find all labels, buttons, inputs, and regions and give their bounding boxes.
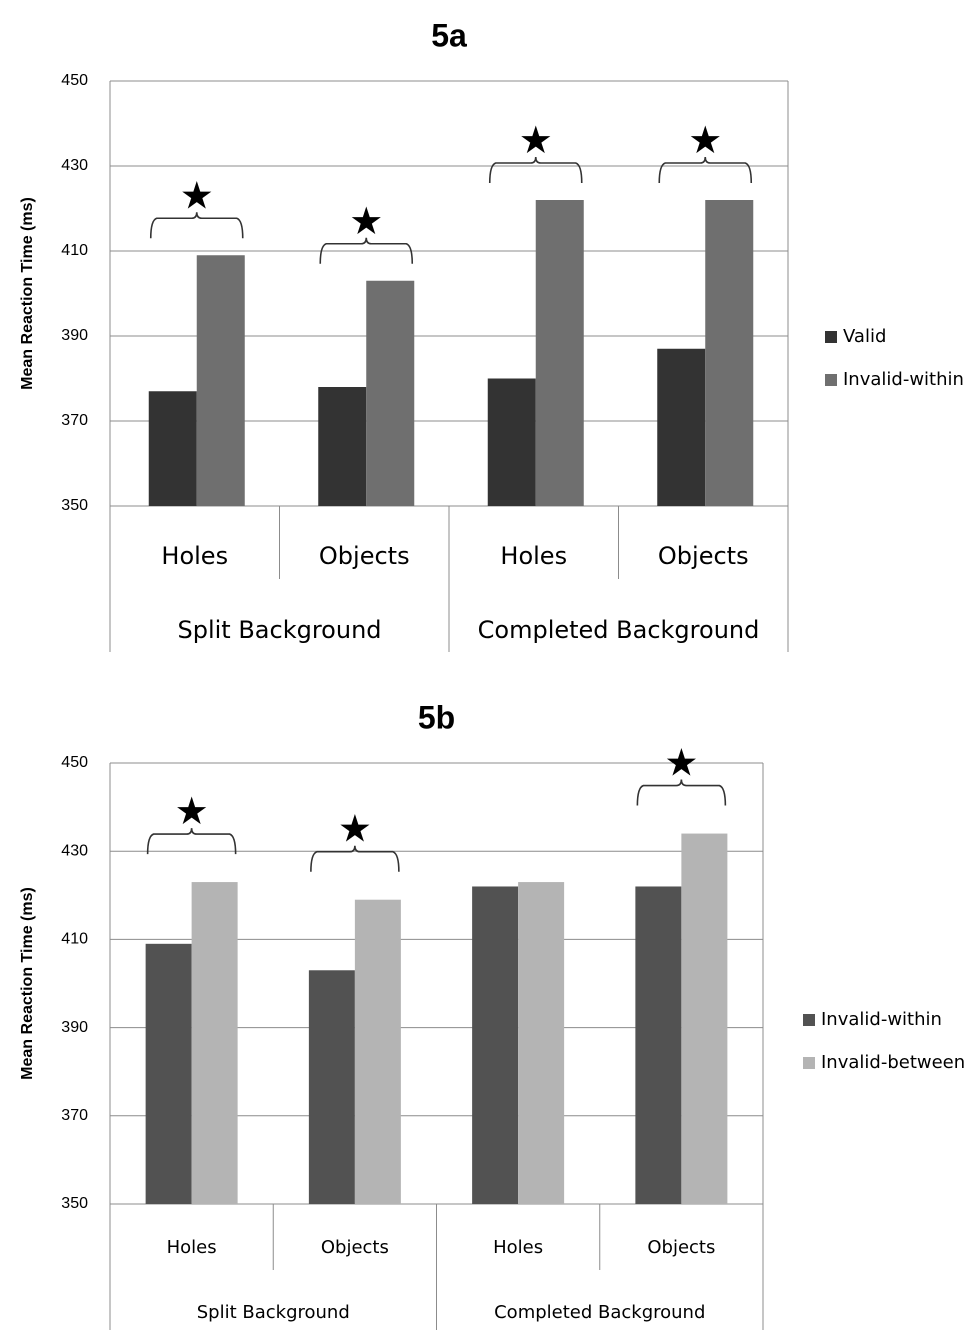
bar-invalid-within: [535, 200, 584, 506]
y-tick-label: 450: [61, 72, 88, 89]
legend-label: Invalid-between: [821, 1052, 965, 1073]
x-group-label: Split Background: [177, 616, 381, 644]
y-tick-label: 370: [61, 412, 88, 429]
chart-title: 5b: [418, 699, 455, 735]
x-category-label: Holes: [161, 542, 228, 570]
bar-invalid-between: [518, 882, 565, 1204]
bar-invalid-within: [145, 943, 192, 1204]
legend-label: Valid: [843, 326, 886, 347]
y-tick-label: 350: [61, 1195, 88, 1212]
bar-invalid-within: [472, 886, 519, 1204]
significance-star: ★: [349, 199, 383, 243]
legend-swatch: [803, 1057, 815, 1069]
x-category-label: Objects: [319, 542, 410, 570]
x-category-label: Holes: [167, 1237, 217, 1258]
significance-bracket: [658, 156, 753, 184]
x-category-label: Objects: [647, 1237, 715, 1258]
x-group-label: Completed Background: [494, 1302, 705, 1323]
legend-label: Invalid-within: [843, 369, 964, 390]
bar-invalid-between: [191, 882, 238, 1204]
legend-swatch: [825, 374, 837, 386]
x-category-label: Objects: [658, 542, 749, 570]
significance-star: ★: [338, 807, 372, 851]
significance-bracket: [636, 779, 727, 806]
bar-invalid-within: [196, 255, 245, 506]
y-axis-label: Mean Reaction Time (ms): [19, 887, 36, 1080]
legend-label: Invalid-within: [821, 1009, 942, 1030]
bar-invalid-within: [705, 200, 754, 506]
x-group-label: Split Background: [197, 1302, 350, 1323]
bar-invalid-within: [635, 886, 682, 1204]
bar-valid: [318, 387, 367, 506]
bar-invalid-within: [308, 970, 355, 1204]
bar-valid: [148, 391, 197, 506]
y-tick-label: 390: [61, 327, 88, 344]
significance-bracket: [146, 828, 237, 855]
significance-star: ★: [519, 118, 553, 162]
y-tick-label: 410: [61, 242, 88, 259]
bar-valid: [657, 348, 706, 506]
y-tick-label: 390: [61, 1019, 88, 1036]
bar-invalid-between: [681, 833, 728, 1204]
x-category-label: Objects: [321, 1237, 389, 1258]
legend-swatch: [803, 1014, 815, 1026]
y-tick-label: 350: [61, 497, 88, 514]
y-tick-label: 370: [61, 1107, 88, 1124]
y-tick-label: 450: [61, 754, 88, 771]
significance-bracket: [310, 845, 400, 872]
y-tick-label: 410: [61, 931, 88, 948]
x-category-label: Holes: [493, 1237, 543, 1258]
x-group-label: Completed Background: [478, 616, 760, 644]
bar-invalid-within: [366, 280, 415, 506]
significance-bracket: [488, 156, 583, 184]
significance-bracket: [319, 237, 414, 264]
y-axis-label: Mean Reaction Time (ms): [19, 197, 36, 390]
significance-star: ★: [180, 173, 214, 217]
bar-invalid-between: [354, 899, 401, 1204]
bar-valid: [487, 378, 536, 506]
significance-star: ★: [664, 741, 698, 785]
chart-title: 5a: [431, 17, 467, 53]
significance-star: ★: [688, 118, 722, 162]
y-tick-label: 430: [61, 842, 88, 859]
legend-swatch: [825, 331, 837, 343]
significance-star: ★: [175, 789, 209, 833]
significance-bracket: [149, 212, 244, 239]
x-category-label: Holes: [500, 542, 567, 570]
y-tick-label: 430: [61, 157, 88, 174]
